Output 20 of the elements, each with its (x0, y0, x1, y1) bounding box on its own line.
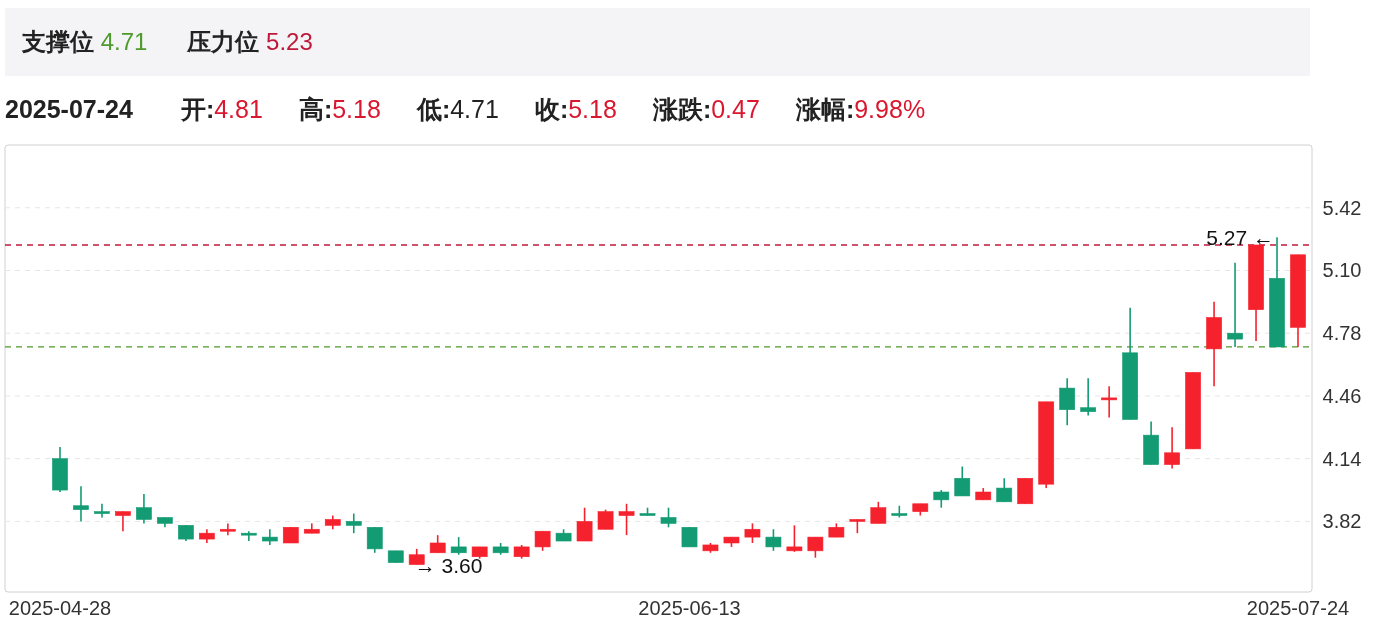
annotation: 5.27 ← (1206, 226, 1275, 250)
x-tick-label: 2025-07-24 (1246, 597, 1350, 619)
text: 高:5.18 (298, 95, 381, 123)
y-tick-label: 4.78 (1322, 322, 1362, 345)
text: 收:5.18 (534, 95, 617, 123)
y-tick-label: 5.42 (1322, 196, 1362, 219)
x-tick-label: 2025-06-13 (638, 597, 741, 619)
text: 涨幅:9.98% (794, 95, 926, 123)
text: 2025-07-24 (5, 95, 133, 123)
text: 涨跌:0.47 (651, 95, 760, 123)
x-tick-label: 2025-04-28 (8, 597, 112, 619)
text: 低:4.71 (415, 95, 499, 123)
y-tick-label: 4.46 (1322, 384, 1362, 407)
text: 压力位 5.23 (186, 28, 313, 55)
y-tick-label: 3.82 (1322, 510, 1362, 533)
y-tick-label: 4.14 (1322, 447, 1362, 470)
annotation: → 3.60 (414, 553, 483, 577)
text: 开:4.81 (179, 95, 263, 123)
text: 支撑位 4.71 (21, 28, 148, 55)
y-tick-label: 5.10 (1322, 259, 1362, 282)
